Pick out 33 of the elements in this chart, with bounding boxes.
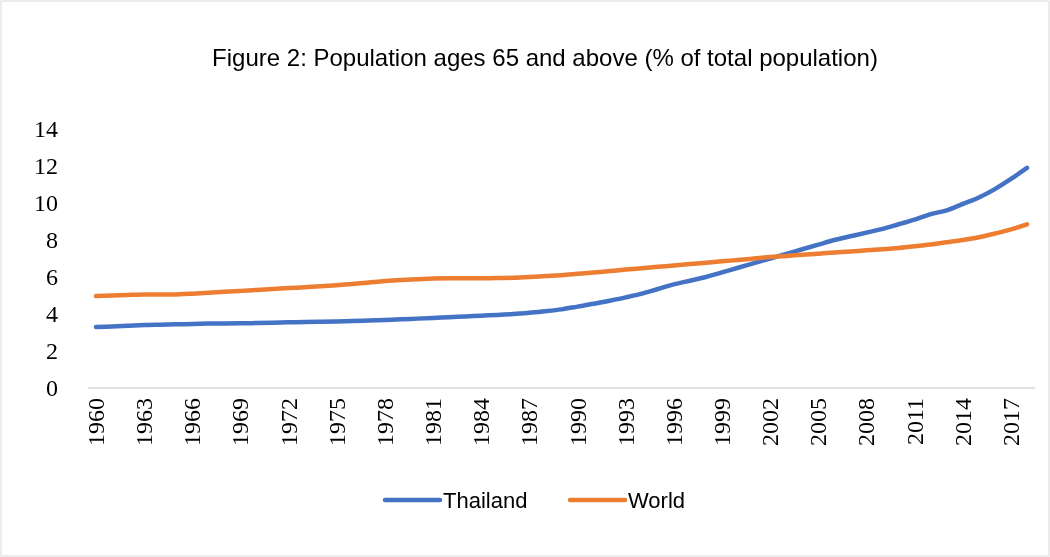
y-tick-label: 14 [34,116,58,142]
x-tick-label: 1960 [83,398,109,446]
line-series [93,165,1030,330]
y-tick-label: 0 [46,375,58,401]
x-tick-label: 2002 [757,398,784,446]
x-tick-label: 1987 [516,398,543,446]
x-tick-label: 1990 [564,398,591,446]
y-tick-label: 4 [46,301,58,327]
y-tick-label: 6 [46,264,58,290]
y-tick-label: 10 [34,190,58,216]
x-tick-label: 2017 [997,398,1024,446]
legend-label: Thailand [443,488,528,513]
x-tick-label: 1984 [468,398,495,446]
line-series [93,222,1030,299]
y-tick-label: 12 [34,153,58,179]
x-tick-label: 1975 [323,398,350,446]
x-tick-label: 1969 [227,398,254,446]
x-tick-label: 1996 [660,398,687,446]
x-tick-label: 2008 [853,398,880,446]
x-tick-label: 1978 [371,398,398,446]
x-tick-label: 2011 [901,398,928,446]
legend-label: World [628,488,686,513]
x-tick-label: 1972 [275,398,302,446]
x-tick-label: 2005 [805,398,832,446]
y-tick-label: 2 [46,338,58,364]
chart-title: Figure 2: Population ages 65 and above (% of total population) [212,44,878,71]
y-tick-label: 8 [46,227,58,253]
x-tick-label: 1963 [131,398,158,446]
x-tick-label: 1993 [612,398,639,446]
x-tick-label: 2014 [949,398,976,446]
x-tick-label: 1966 [179,398,206,446]
x-tick-label: 1981 [420,398,447,446]
x-tick-label: 1999 [709,398,736,446]
